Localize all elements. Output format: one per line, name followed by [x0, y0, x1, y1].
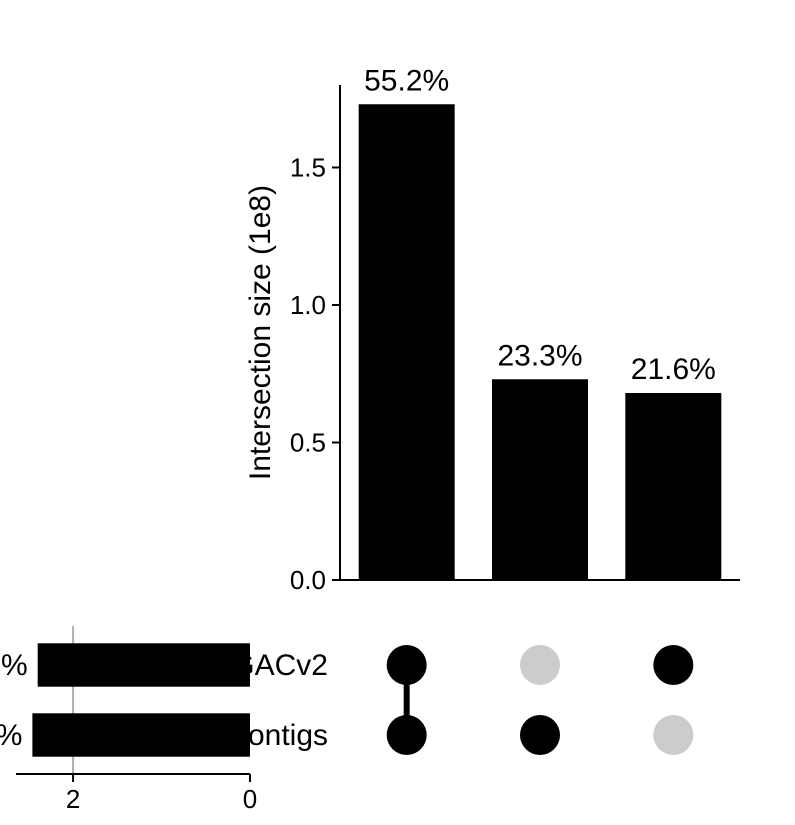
- intersection-ytick-label: 0.0: [290, 565, 326, 595]
- upset-plot: 55.2% 23.3% 21.6% 0.0 0.5 1.0 1.5 Intersection …: [0, 0, 795, 825]
- matrix-dot: [520, 645, 560, 685]
- setsize-bar: [38, 643, 250, 686]
- setsize-xtick-label: 0: [243, 784, 257, 814]
- intersection-pct-label: 55.2%: [364, 64, 449, 97]
- matrix-dot: [653, 645, 693, 685]
- intersection-bar: [359, 104, 455, 580]
- intersection-ytick-label: 0.5: [290, 428, 326, 458]
- setsize-pct-label: 76.7%: [0, 649, 28, 682]
- intersection-ytick-label: 1.5: [290, 153, 326, 183]
- setsize-bar: [32, 713, 250, 756]
- intersection-bar: [492, 379, 588, 580]
- matrix-dot: [387, 715, 427, 755]
- setsize-xtick-label: 2: [66, 784, 80, 814]
- intersection-y-title: Intersection size (1e8): [244, 185, 277, 480]
- matrix-dot: [653, 715, 693, 755]
- intersection-ytick-label: 1.0: [290, 290, 326, 320]
- setsize-pct-label: 78.4%: [0, 719, 22, 752]
- intersection-bar: [625, 393, 721, 580]
- intersection-pct-label: 23.3%: [497, 339, 582, 372]
- matrix-dot: [520, 715, 560, 755]
- intersection-pct-label: 21.6%: [631, 353, 716, 386]
- matrix-dot: [387, 645, 427, 685]
